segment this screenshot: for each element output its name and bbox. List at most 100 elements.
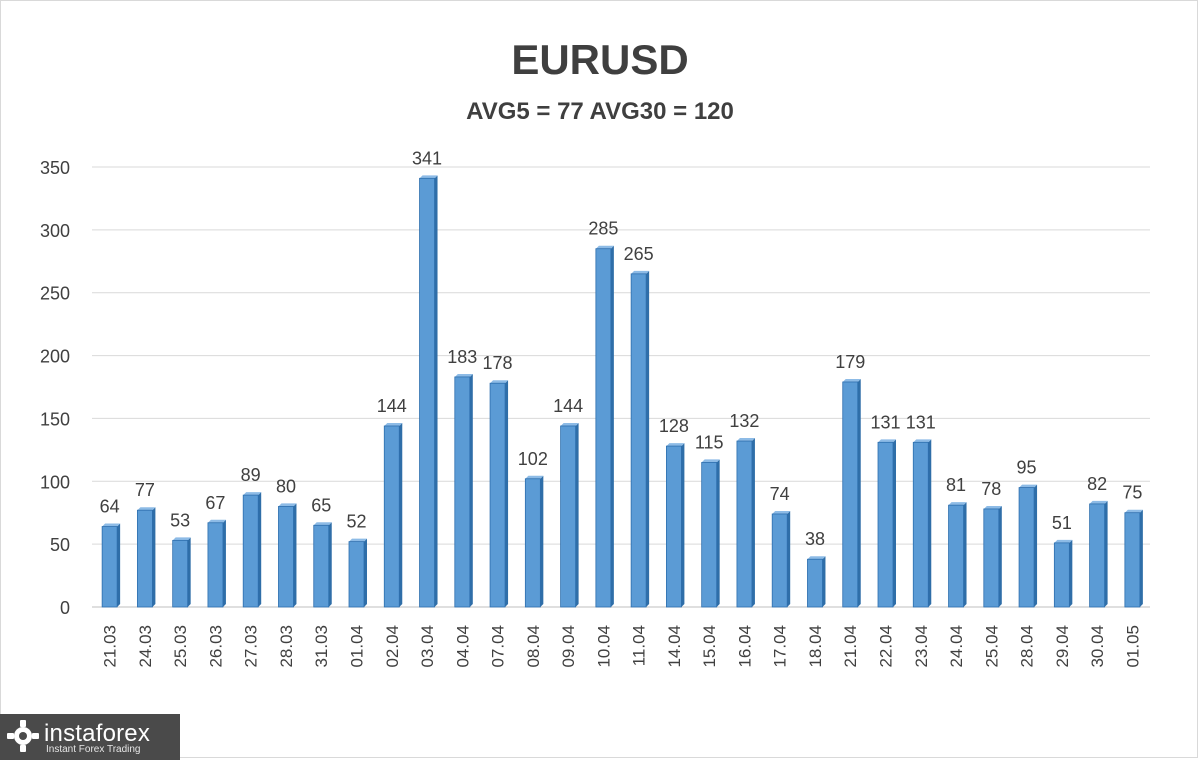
bar-top — [207, 519, 226, 523]
category-label: 28.03 — [277, 625, 296, 668]
bar-side — [434, 175, 438, 608]
category-label: 03.04 — [418, 625, 437, 668]
bar-side — [787, 510, 791, 607]
bar-top — [243, 492, 262, 496]
value-label: 144 — [377, 396, 407, 416]
value-label: 77 — [135, 480, 155, 500]
bar — [172, 539, 189, 608]
bar — [242, 494, 259, 608]
bar-side — [928, 439, 932, 607]
category-label: 17.04 — [771, 625, 790, 668]
bar-top — [666, 443, 685, 447]
bar-side — [998, 505, 1002, 607]
category-label: 24.04 — [947, 625, 966, 668]
value-label: 102 — [518, 449, 548, 469]
bar — [454, 376, 471, 608]
category-label: 16.04 — [735, 625, 754, 668]
chart-subtitle: AVG5 = 77 AVG30 = 120 — [466, 98, 734, 125]
value-label: 75 — [1122, 483, 1142, 503]
bar — [666, 445, 682, 608]
bar-top — [807, 556, 826, 560]
bar-side — [575, 422, 579, 607]
category-label: 21.04 — [841, 625, 860, 668]
value-label: 132 — [729, 411, 759, 431]
bar-top — [842, 378, 861, 382]
y-tick-label: 150 — [40, 409, 70, 429]
bar-side — [364, 538, 367, 607]
category-label: 21.03 — [101, 625, 120, 668]
value-label: 51 — [1052, 513, 1072, 533]
category-label: 01.05 — [1123, 625, 1142, 668]
value-label: 65 — [311, 495, 331, 515]
bar-top — [701, 459, 720, 463]
chart-title: EURUSD — [511, 36, 689, 83]
value-label: 82 — [1087, 474, 1107, 494]
category-label: 15.04 — [700, 625, 719, 668]
bar-top — [278, 503, 297, 507]
y-tick-label: 200 — [40, 347, 70, 367]
bar — [595, 248, 612, 608]
logo-tagline: Instant Forex Trading — [46, 744, 141, 755]
logo-name: instaforex — [44, 720, 151, 747]
bar-top — [736, 438, 755, 442]
category-label: 25.03 — [171, 625, 190, 668]
bar — [877, 441, 894, 608]
y-tick-label: 300 — [40, 221, 70, 241]
bar — [1089, 503, 1105, 608]
bar-top — [454, 373, 473, 377]
y-tick-label: 50 — [50, 535, 70, 555]
bar — [912, 441, 929, 608]
bar-top — [525, 475, 544, 479]
bar-side — [1104, 500, 1108, 607]
bar — [313, 524, 330, 608]
category-label: 04.04 — [453, 625, 472, 668]
bar-top — [102, 523, 121, 527]
bar — [278, 506, 294, 608]
bar — [560, 425, 576, 608]
bar-top — [384, 422, 403, 426]
bar-side — [646, 270, 650, 607]
value-label: 144 — [553, 396, 583, 416]
y-tick-label: 100 — [40, 472, 70, 492]
bar — [489, 382, 506, 608]
value-label: 52 — [346, 512, 366, 532]
value-label: 131 — [870, 412, 900, 432]
value-label: 183 — [447, 347, 477, 367]
bar — [948, 504, 964, 608]
bar — [348, 541, 365, 608]
category-label: 23.04 — [912, 625, 931, 668]
bar-top — [983, 505, 1002, 509]
bar-side — [187, 537, 191, 607]
bar — [630, 273, 647, 608]
bar-side — [1069, 539, 1073, 607]
value-label: 265 — [624, 244, 654, 264]
bar — [983, 508, 1000, 608]
bar — [807, 558, 823, 608]
bar — [101, 526, 118, 608]
value-label: 78 — [981, 479, 1001, 499]
bar-top — [172, 537, 191, 541]
category-label: 01.04 — [348, 625, 367, 668]
value-label: 53 — [170, 510, 190, 530]
bar-side — [857, 378, 861, 607]
value-label: 67 — [205, 493, 225, 513]
value-label: 115 — [695, 432, 724, 452]
bar-side — [258, 492, 262, 607]
bar — [842, 381, 859, 608]
bar — [207, 522, 224, 608]
category-label: 14.04 — [665, 625, 684, 668]
bar-side — [399, 422, 403, 607]
bar-top — [595, 245, 614, 249]
bar-side — [540, 475, 544, 607]
value-label: 178 — [483, 353, 513, 373]
category-label: 10.04 — [594, 625, 613, 668]
bar-side — [893, 439, 896, 607]
value-label: 64 — [100, 497, 120, 517]
value-label: 89 — [241, 465, 261, 485]
bar-top — [878, 439, 896, 443]
bar-side — [963, 502, 967, 607]
category-label: 07.04 — [489, 625, 508, 668]
category-label: 26.03 — [206, 625, 225, 668]
category-label: 18.04 — [806, 625, 825, 668]
